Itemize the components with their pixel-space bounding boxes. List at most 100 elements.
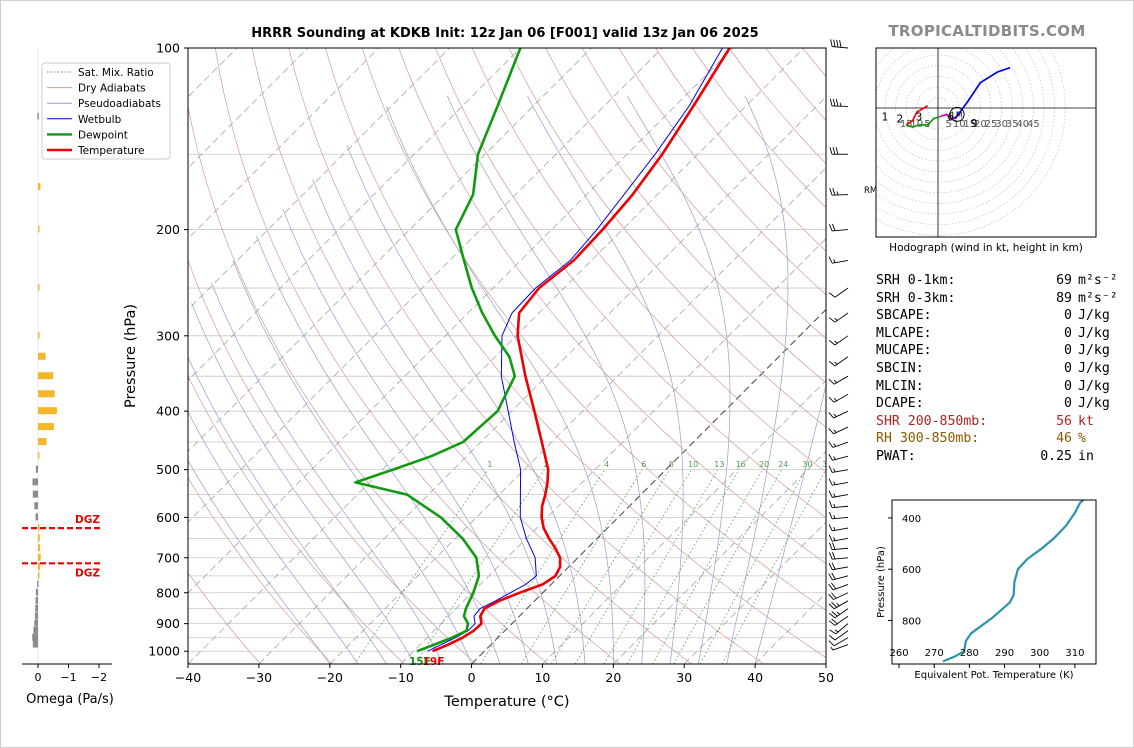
dry-adiabat <box>398 48 826 565</box>
isotherm-line <box>329 167 826 664</box>
wind-barb-feather <box>836 39 839 48</box>
isotherm-line <box>400 238 826 664</box>
wind-barb-staff <box>832 644 849 651</box>
param-unit: J/kg <box>1078 378 1110 394</box>
hodograph-trace <box>905 105 928 126</box>
wind-barb-feather <box>828 534 833 542</box>
theta-e-x-tick-label: 310 <box>1065 648 1084 659</box>
x-tick-label: 50 <box>818 670 834 685</box>
x-axis-label: Temperature (°C) <box>443 694 569 710</box>
wind-barb-feather <box>828 490 833 498</box>
hodograph-frame <box>875 47 1097 238</box>
y-tick-label: 500 <box>156 462 180 477</box>
theta-e-y-tick-label: 600 <box>902 565 921 576</box>
omega-bar-rising <box>38 331 40 339</box>
wind-barb-half-feather <box>834 629 839 633</box>
param-value: 0 <box>1064 308 1072 324</box>
wind-barb-half-feather <box>833 397 838 402</box>
theta-e-x-tick-label: 290 <box>995 648 1014 659</box>
hodograph-ring-label: 45 <box>1027 119 1040 130</box>
wind-barb-feather <box>832 223 836 231</box>
theta-e-x-tick-label: 270 <box>925 648 944 659</box>
wind-barb-feather <box>829 629 836 635</box>
wind-barb-feather <box>829 542 833 550</box>
omega-bar-sinking <box>35 588 38 596</box>
mixing-ratio-line <box>353 469 489 664</box>
omega-bar-rising <box>38 562 41 570</box>
wind-barb-feather <box>828 317 836 323</box>
series-dewpoint <box>354 48 522 653</box>
wind-barb-half-feather <box>836 602 840 607</box>
omega-bar-rising <box>38 524 40 532</box>
param-unit: J/kg <box>1078 343 1110 359</box>
wind-barb-staff <box>833 592 849 600</box>
wind-barb-half-feather <box>833 503 836 508</box>
param-unit: J/kg <box>1078 308 1110 324</box>
wind-barb-feather <box>828 441 834 448</box>
wind-barb-half-feather <box>836 191 839 196</box>
param-row: SBCAPE: 0 J/kg <box>876 307 1118 325</box>
mixing-ratio-line <box>721 469 826 664</box>
param-unit: m²s⁻² <box>1078 290 1118 306</box>
hodograph-height-label: 9 <box>971 118 978 130</box>
omega-bar-sinking <box>32 478 38 486</box>
isotherm-line <box>683 521 826 664</box>
wind-barb-half-feather <box>833 259 836 263</box>
dry-adiabat <box>435 48 826 519</box>
wind-barb-feather <box>828 524 833 532</box>
wind-barb-half-feather <box>833 493 836 498</box>
param-value: 0 <box>1064 378 1072 394</box>
omega-bar-sinking <box>37 580 39 588</box>
mixing-ratio-label: 36 <box>822 460 832 469</box>
omega-bar-rising <box>38 438 47 446</box>
wind-barb-half-feather <box>833 514 836 519</box>
hodograph-height-label: 2 <box>896 114 903 126</box>
hodograph-ring-label: 15 <box>963 119 976 130</box>
wind-barb-half-feather <box>833 413 837 417</box>
pseudoadiabat <box>312 179 557 664</box>
wind-barb-feather <box>830 39 833 47</box>
dry-adiabat <box>508 48 826 428</box>
omega-bar-sinking <box>34 619 38 627</box>
omega-bar-sinking <box>35 465 38 473</box>
param-row: SBCIN: 0 J/kg <box>876 360 1118 378</box>
wind-barb-staff <box>833 426 849 435</box>
param-label: MLCAPE: <box>876 325 932 341</box>
x-tick-label: 0 <box>468 670 476 685</box>
param-label: MUCAPE: <box>876 343 932 359</box>
pseudoadiabat <box>191 303 416 664</box>
wind-barb-feather <box>835 98 839 107</box>
wind-barb-feather <box>831 582 837 590</box>
isotherm-line <box>188 48 592 452</box>
sounding-parameters: SRH 0-1km: 69 m²s⁻² SRH 0-3km: 89 m²s⁻² SBCA… <box>876 272 1118 466</box>
theta-e-x-tick-label: 280 <box>960 648 979 659</box>
dry-adiabat <box>471 48 826 473</box>
wind-barb-feather <box>828 378 835 385</box>
series-wetbulb <box>427 48 723 652</box>
mixing-ratio-label: 16 <box>736 460 746 469</box>
wind-barbs <box>828 39 849 651</box>
wind-barb-feather <box>828 612 836 619</box>
wind-barb-feather <box>832 98 836 107</box>
pseudoadiabat <box>211 282 444 664</box>
x-tick-label: −40 <box>175 670 201 685</box>
wind-barb-feather <box>831 618 838 625</box>
pseudoadiabat <box>188 411 359 664</box>
theta-e-x-tick-label: 260 <box>889 648 908 659</box>
param-value: 89 <box>1056 290 1072 306</box>
isotherm-line <box>188 48 521 381</box>
mixing-ratio-label: 1 <box>487 460 492 469</box>
dry-adiabat <box>361 48 826 611</box>
param-unit: % <box>1078 431 1086 447</box>
wind-barb-feather <box>828 640 835 647</box>
theta-e-y-tick-label: 800 <box>902 616 921 627</box>
mixing-ratio-line <box>626 469 740 664</box>
theta-e-y-label: Pressure (hPa) <box>876 546 887 618</box>
dry-adiabat <box>214 48 621 664</box>
hodograph-height-label: 1 <box>882 111 889 123</box>
hodograph-trace <box>954 66 1011 120</box>
omega-bar-rising <box>38 225 40 233</box>
param-unit: J/kg <box>1078 325 1110 341</box>
dry-adiabat <box>545 48 826 384</box>
